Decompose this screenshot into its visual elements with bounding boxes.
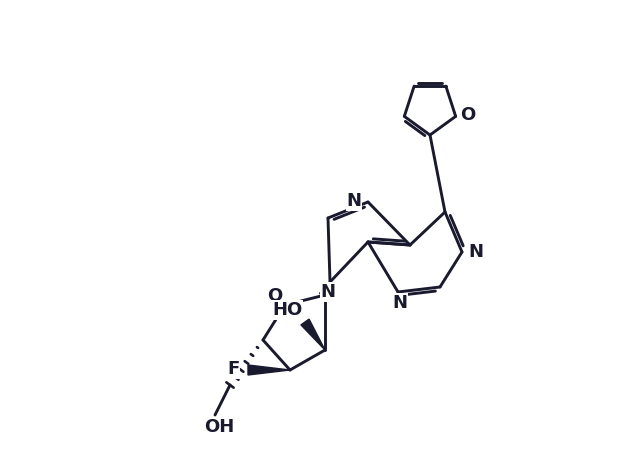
Text: N: N (321, 283, 335, 301)
Text: N: N (468, 243, 483, 261)
Polygon shape (301, 319, 325, 350)
Text: N: N (392, 294, 408, 312)
Text: F: F (227, 360, 239, 378)
Text: O: O (268, 287, 283, 305)
Text: N: N (346, 192, 362, 210)
Text: OH: OH (204, 418, 234, 436)
Text: O: O (460, 106, 476, 125)
Polygon shape (248, 365, 290, 375)
Text: HO: HO (272, 301, 302, 319)
